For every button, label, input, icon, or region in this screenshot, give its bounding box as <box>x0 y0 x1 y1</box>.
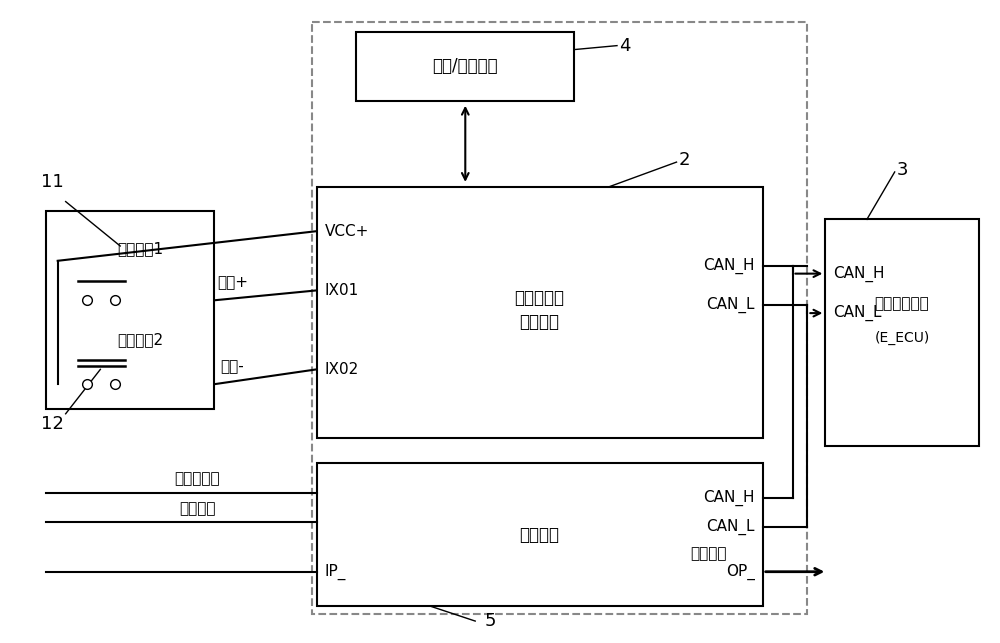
Text: 控制装置: 控制装置 <box>520 526 560 544</box>
Text: CAN_H: CAN_H <box>833 266 885 282</box>
Text: CAN_L: CAN_L <box>706 519 755 536</box>
Text: 点动开关2: 点动开关2 <box>117 332 163 347</box>
Text: 显示/输入设备: 显示/输入设备 <box>432 57 498 75</box>
Text: 3: 3 <box>897 161 908 179</box>
Text: 控制装置: 控制装置 <box>520 314 560 332</box>
Bar <box>317 186 763 439</box>
Text: 油门+: 油门+ <box>217 275 248 290</box>
Text: 油门-: 油门- <box>220 359 244 374</box>
Text: CAN_L: CAN_L <box>833 305 882 322</box>
Bar <box>356 32 574 101</box>
Text: CAN_L: CAN_L <box>706 297 755 313</box>
Text: VCC+: VCC+ <box>324 224 369 239</box>
Bar <box>312 22 807 614</box>
Text: (E_ECU): (E_ECU) <box>874 331 930 345</box>
Text: OP_: OP_ <box>726 564 755 580</box>
Text: 12: 12 <box>41 415 64 433</box>
Text: 发动机油门: 发动机油门 <box>515 289 565 307</box>
Text: 点动开关1: 点动开关1 <box>117 242 163 257</box>
Text: IX01: IX01 <box>324 283 359 298</box>
Text: 控制输入: 控制输入 <box>179 501 216 516</box>
Text: 4: 4 <box>619 37 631 55</box>
Text: 控制输出: 控制输出 <box>690 547 727 561</box>
Bar <box>46 212 214 409</box>
Text: CAN_H: CAN_H <box>703 258 755 274</box>
Bar <box>317 463 763 606</box>
Text: 传感器信号: 传感器信号 <box>175 471 220 487</box>
Text: IP_: IP_ <box>324 564 346 580</box>
Text: 发动机控制器: 发动机控制器 <box>875 296 929 311</box>
Text: 2: 2 <box>679 151 690 169</box>
Text: 11: 11 <box>41 173 64 191</box>
Bar <box>825 219 979 446</box>
Text: CAN_H: CAN_H <box>703 489 755 506</box>
Text: IX02: IX02 <box>324 362 359 377</box>
Text: 5: 5 <box>484 612 496 630</box>
